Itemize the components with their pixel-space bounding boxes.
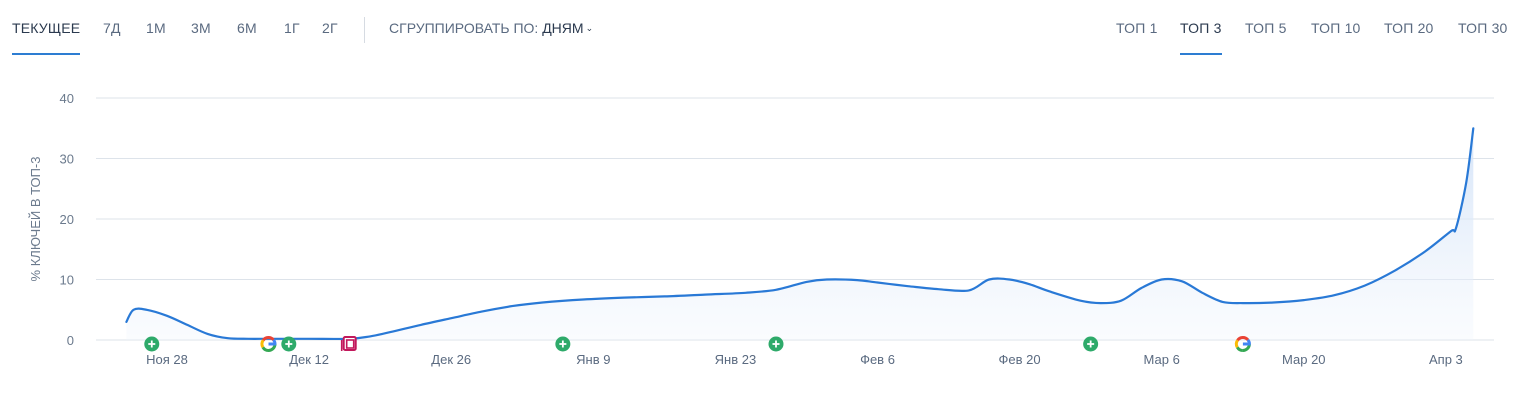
plus-circle-icon[interactable]	[1083, 336, 1099, 352]
plus-circle-icon[interactable]	[281, 336, 297, 352]
x-tick-label: Фев 6	[860, 352, 895, 367]
tab-label: ТОП 20	[1384, 20, 1434, 36]
series-area-fill	[126, 128, 1474, 340]
tab-label: ТОП 10	[1311, 20, 1361, 36]
google-bar	[268, 342, 277, 346]
google-arc-green2	[1235, 346, 1244, 352]
x-tick-label: Ноя 28	[146, 352, 188, 367]
x-axis-ticks: Ноя 28 Дек 12 Дек 26 Янв 9 Янв 23 Фев 6 Фев 20…	[146, 352, 1463, 367]
tab-label: 1Г	[284, 20, 300, 36]
x-tick-label: Дек 26	[431, 352, 471, 367]
tab-period-1y[interactable]: 1Г	[284, 20, 300, 36]
tab-top-20[interactable]: ТОП 20	[1384, 20, 1434, 36]
group-by-label: СГРУППИРОВАТЬ ПО:	[389, 20, 539, 36]
x-tick-label: Янв 9	[576, 352, 610, 367]
tab-top-5[interactable]: ТОП 5	[1245, 20, 1287, 36]
tab-period-current[interactable]: ТЕКУЩЕЕ	[12, 20, 81, 55]
toolbar-divider	[364, 17, 365, 43]
toolbar: ТЕКУЩЕЕ 7Д 1М 3М 6М 1Г 2Г СГРУППИРОВАТЬ …	[0, 0, 1540, 60]
chevron-down-icon: ⌄	[585, 23, 594, 33]
plus-circle-icon[interactable]	[144, 336, 160, 352]
group-by-value: ДНЯМ	[542, 20, 584, 36]
group-by-dropdown[interactable]: СГРУППИРОВАТЬ ПО: ДНЯМ ⌄	[389, 20, 593, 36]
plus-circle-icon[interactable]	[555, 336, 571, 352]
keywords-top-chart: 0 10 20 30 40 % КЛЮЧЕЙ В ТОП-3 Ноя 28 Дек 12 Д…	[28, 91, 1494, 367]
active-tab-underline	[1180, 53, 1222, 55]
google-bar	[1242, 342, 1251, 346]
x-tick-label: Янв 23	[715, 352, 757, 367]
tab-period-7d[interactable]: 7Д	[103, 20, 121, 36]
tab-period-3m[interactable]: 3М	[191, 20, 211, 36]
y-tick-label: 30	[60, 152, 74, 167]
google-arc-red	[1236, 336, 1250, 342]
tab-label: ТЕКУЩЕЕ	[12, 20, 81, 36]
tab-label: 7Д	[103, 20, 121, 36]
tab-label: ТОП 30	[1458, 20, 1508, 36]
x-tick-label: Мар 20	[1282, 352, 1326, 367]
doc-inner	[345, 339, 355, 349]
active-tab-underline	[12, 53, 81, 55]
series-line[interactable]	[125, 127, 1475, 341]
google-icon[interactable]	[260, 336, 277, 352]
google-arc-red	[261, 336, 275, 342]
google-icon[interactable]	[1234, 336, 1251, 352]
document-icon[interactable]	[340, 336, 357, 351]
tab-top-30[interactable]: ТОП 30	[1458, 20, 1508, 36]
y-axis-ticks: 0 10 20 30 40	[60, 91, 74, 348]
event-markers	[144, 336, 1251, 352]
google-arc-yellow	[1234, 339, 1239, 348]
tab-label: ТОП 5	[1245, 20, 1287, 36]
tab-period-2y[interactable]: 2Г	[322, 20, 338, 36]
google-arc-green2	[261, 346, 269, 352]
x-tick-label: Дек 12	[289, 352, 329, 367]
y-axis-label: % КЛЮЧЕЙ В ТОП-3	[28, 157, 43, 282]
tab-label: 3М	[191, 20, 211, 36]
tab-label: 2Г	[322, 20, 338, 36]
tab-top-3[interactable]: ТОП 3	[1180, 20, 1222, 55]
x-tick-label: Апр 3	[1429, 352, 1463, 367]
tab-label: ТОП 1	[1116, 20, 1158, 36]
tab-top-1[interactable]: ТОП 1	[1116, 20, 1158, 36]
google-arc-yellow	[260, 339, 265, 348]
plus-circle-icon[interactable]	[768, 336, 784, 352]
tab-top-10[interactable]: ТОП 10	[1311, 20, 1361, 36]
tab-label: 1М	[146, 20, 166, 36]
x-tick-label: Мар 6	[1144, 352, 1180, 367]
y-tick-label: 0	[67, 333, 74, 348]
y-tick-label: 20	[60, 212, 74, 227]
x-tick-label: Фев 20	[999, 352, 1041, 367]
tab-period-1m[interactable]: 1М	[146, 20, 166, 36]
tab-label: 6М	[237, 20, 257, 36]
tab-period-6m[interactable]: 6М	[237, 20, 257, 36]
tab-label: ТОП 3	[1180, 20, 1222, 36]
y-tick-label: 40	[60, 91, 74, 106]
y-tick-label: 10	[60, 273, 74, 288]
